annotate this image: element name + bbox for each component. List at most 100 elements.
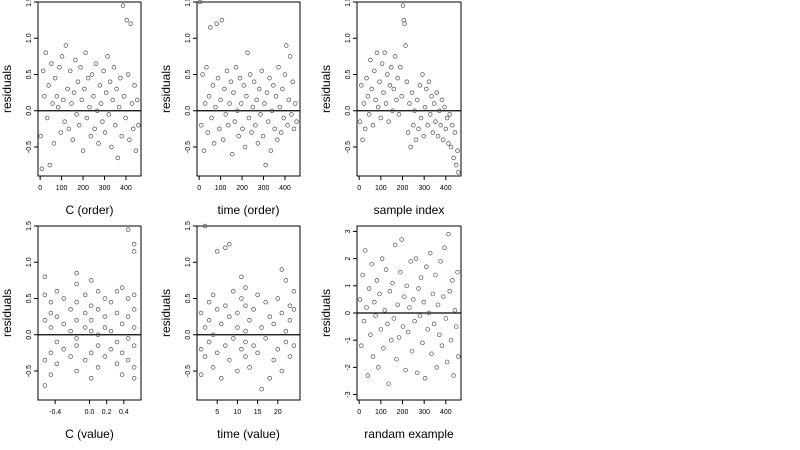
data-point (93, 61, 99, 66)
data-point (59, 54, 65, 59)
data-point (65, 86, 70, 92)
data-point (217, 126, 222, 132)
data-point (202, 354, 208, 359)
data-point (243, 354, 248, 359)
data-point (256, 86, 262, 92)
data-point (391, 316, 397, 321)
data-point (385, 72, 390, 77)
data-point (198, 347, 204, 352)
data-point (214, 249, 220, 254)
data-point (434, 90, 439, 95)
data-point (455, 269, 460, 275)
data-point (54, 93, 60, 99)
data-point (125, 357, 131, 363)
data-point (377, 291, 382, 297)
data-point (439, 97, 445, 103)
x-tick-label: 400 (440, 185, 452, 192)
data-point (202, 101, 208, 106)
data-point (111, 64, 117, 70)
data-points (42, 227, 137, 388)
data-point (219, 17, 225, 23)
data-point (411, 122, 416, 128)
data-point (443, 126, 449, 132)
data-point (227, 101, 232, 106)
data-point (95, 307, 101, 312)
data-point (119, 321, 125, 327)
y-axis-label: residuals (0, 65, 14, 113)
data-point (276, 64, 281, 70)
data-point (82, 292, 88, 298)
x-tick-label: 100 (375, 185, 387, 192)
data-point (434, 365, 439, 370)
data-point (114, 86, 119, 92)
data-point (199, 122, 204, 128)
data-point (200, 72, 205, 77)
data-point (405, 329, 411, 335)
data-point (206, 339, 212, 345)
y-tick-label: 0.0 (26, 330, 33, 340)
data-point (375, 365, 381, 370)
data-points (357, 231, 461, 386)
data-point (425, 122, 430, 128)
data-point (285, 122, 290, 128)
data-point (76, 122, 82, 128)
data-point (403, 43, 408, 48)
data-point (251, 343, 256, 348)
data-point (388, 337, 394, 343)
data-point (271, 321, 276, 327)
data-point (206, 93, 212, 99)
data-point (258, 112, 263, 117)
y-tick-label: 1.0 (26, 33, 33, 43)
y-tick-label: -0.5 (26, 365, 33, 377)
data-point (378, 115, 384, 121)
data-point (239, 274, 244, 280)
data-point (136, 122, 141, 128)
x-tick-label: 400 (440, 409, 452, 416)
data-point (108, 347, 114, 352)
x-tick-label: 200 (397, 409, 409, 416)
data-point (226, 122, 231, 128)
data-point (119, 285, 125, 290)
y-tick-label: 1.5 (185, 221, 192, 231)
data-point (409, 90, 415, 95)
data-point (263, 336, 268, 341)
data-point (233, 64, 239, 70)
data-point (127, 137, 132, 143)
x-axis-label: C (value) (65, 427, 114, 441)
data-point (396, 335, 402, 340)
data-point (102, 130, 108, 135)
data-point (82, 310, 88, 316)
data-point (412, 318, 417, 324)
data-point (249, 130, 254, 135)
data-point (88, 303, 94, 309)
x-tick-label: 300 (258, 185, 270, 192)
y-tick-label: -3 (345, 391, 352, 397)
data-point (120, 3, 126, 8)
y-tick-label: 0.5 (26, 70, 33, 80)
data-point (361, 101, 367, 106)
data-point (112, 122, 118, 128)
data-point (291, 343, 297, 348)
data-point (429, 93, 434, 99)
data-point (365, 373, 371, 378)
data-point (379, 256, 385, 261)
x-tick-label: 0.2 (102, 409, 112, 416)
data-point (275, 296, 281, 301)
data-point (206, 318, 212, 323)
y-tick-label: 0.0 (26, 106, 33, 116)
data-point (283, 278, 289, 283)
data-point (114, 289, 120, 294)
data-point (97, 83, 103, 88)
data-point (38, 133, 44, 139)
data-point (40, 68, 46, 74)
x-tick-label: 400 (279, 185, 291, 192)
data-point (395, 302, 400, 308)
data-point (74, 336, 79, 341)
data-point (416, 286, 421, 291)
data-point (48, 350, 54, 356)
data-point (456, 170, 461, 175)
data-point (88, 350, 94, 356)
data-point (443, 316, 449, 321)
y-tick-label: 1.0 (185, 257, 192, 267)
data-point (450, 122, 455, 128)
